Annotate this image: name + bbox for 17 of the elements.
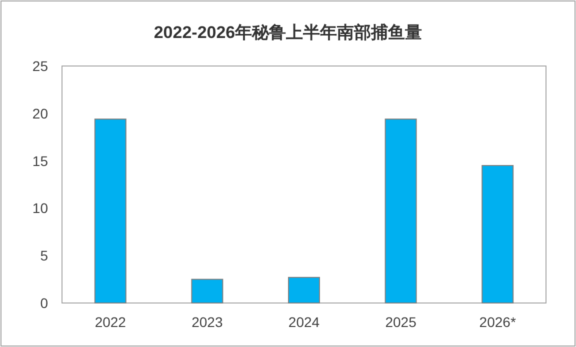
y-tick-label: 0 [40,295,48,311]
bar [288,276,320,304]
y-tick-label: 15 [32,152,48,169]
chart-title: 2022-2026年秘鲁上半年南部捕鱼量 [154,23,422,42]
y-tick-label: 20 [32,105,48,122]
bar [384,118,417,304]
bar [94,118,126,304]
bar [191,278,224,304]
y-tick-label: 10 [32,200,48,216]
x-tick-label: 2022 [94,314,126,330]
y-tick-label: 5 [40,248,48,264]
x-tick-label: 2023 [192,314,223,330]
y-tick-label: 25 [32,58,48,74]
x-tick-label: 2025 [385,314,417,330]
x-tick-label: 2024 [288,314,320,330]
bar [482,165,514,304]
x-tick-label: 2026* [479,314,516,330]
